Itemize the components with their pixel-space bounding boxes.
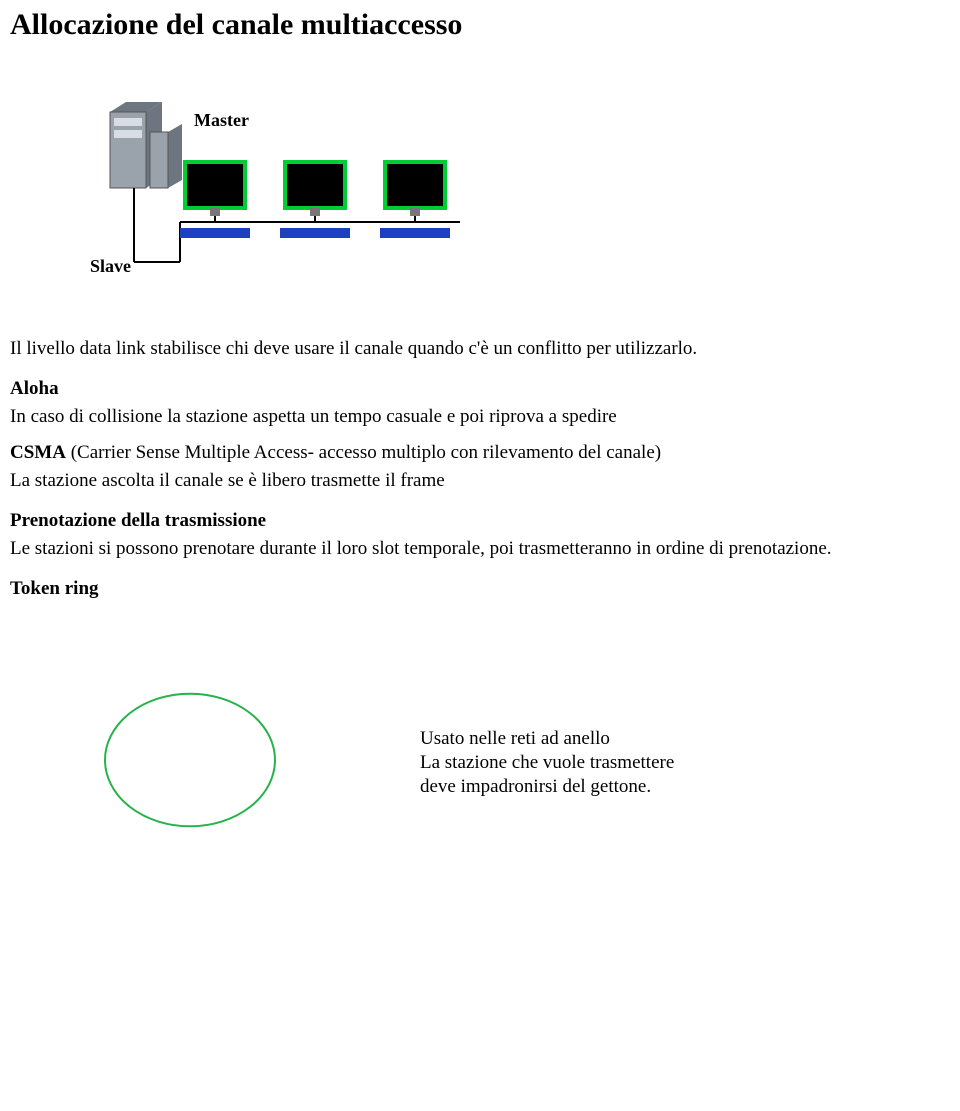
tokenring-line2: La stazione che vuole trasmettere: [420, 752, 674, 774]
svg-text:Slave: Slave: [90, 256, 131, 276]
csma-heading: CSMA: [10, 442, 66, 463]
tokenring-line1: Usato nelle reti ad anello: [420, 728, 674, 750]
csma-text: La stazione ascolta il canale se è liber…: [10, 470, 950, 492]
aloha-text: In caso di collisione la stazione aspett…: [10, 406, 950, 428]
prenotazione-text: Le stazioni si possono prenotare durante…: [10, 538, 950, 560]
tokenring-description: Usato nelle reti ad anello La stazione c…: [420, 726, 674, 800]
master-slave-diagram: Master Slave: [50, 72, 950, 308]
tokenring-heading: Token ring: [10, 578, 950, 600]
tokenring-line3: deve impadronirsi del gettone.: [420, 776, 674, 798]
token-ring-diagram: [10, 620, 370, 906]
prenotazione-heading: Prenotazione della trasmissione: [10, 510, 950, 532]
aloha-heading: Aloha: [10, 378, 950, 400]
csma-expansion: (Carrier Sense Multiple Access- accesso …: [66, 442, 661, 463]
page-title: Allocazione del canale multiaccesso: [10, 8, 950, 42]
intro-paragraph: Il livello data link stabilisce chi deve…: [10, 338, 950, 360]
svg-text:Master: Master: [194, 110, 249, 130]
